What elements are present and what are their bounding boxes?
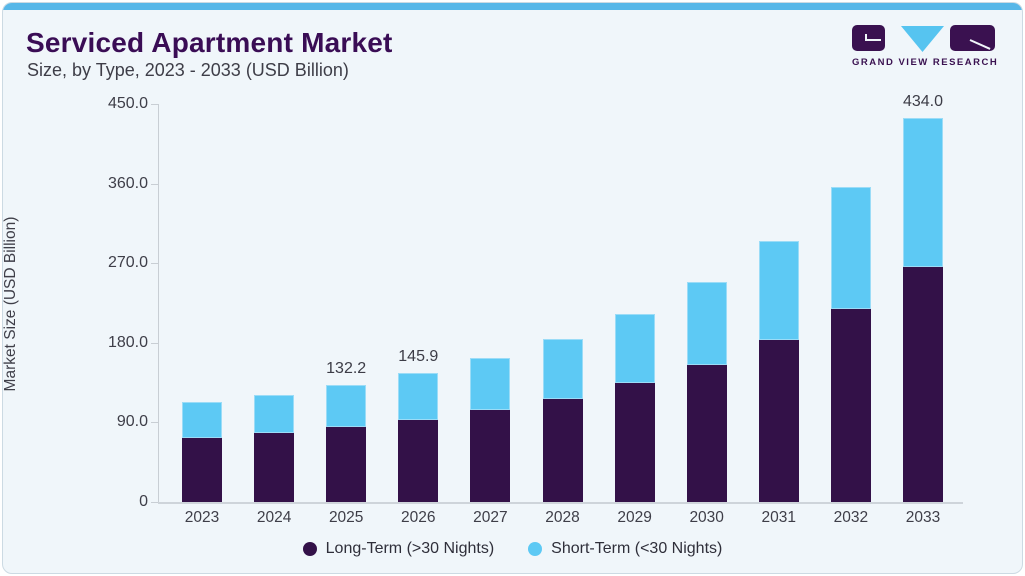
y-tick-label: 270.0 [107,254,148,272]
gvr-logo-g-stroke [865,39,881,41]
bar-segment-short-term-2023 [182,401,222,438]
short-term-legend-dot-icon [528,542,543,556]
gvr-logo-r-block [950,25,995,51]
gvr-logo-r-stroke [969,39,991,50]
x-axis-label-2030: 2030 [689,509,724,526]
bar-segment-short-term-2030 [686,281,727,366]
gvr-logo-g-stroke-tick [865,34,867,41]
bar-segment-long-term-2026 [398,419,439,502]
bar-total-label-2025: 132.2 [326,360,367,378]
legend-item-long-term: Long-Term (>30 Nights) [302,540,495,558]
bar-segment-long-term-2033 [903,267,943,502]
bar-segment-long-term-2027 [470,410,511,502]
bar-total-label-2033: 434.0 [902,93,944,111]
bar-segment-short-term-2026 [398,372,439,420]
bar-segment-long-term-2025 [326,427,367,502]
y-tick-label: 450.0 [107,95,148,112]
x-axis-label-2027: 2027 [473,509,508,526]
x-axis-label-2031: 2031 [761,509,797,526]
y-axis-title: Market Size (USD Billion) [2,216,19,392]
long-term-legend-dot-icon [302,542,317,556]
y-tick-label: 90.0 [116,413,148,431]
x-axis-label-2029: 2029 [617,509,652,526]
x-axis-label-2026: 2026 [401,509,436,526]
page-title: Serviced Apartment Market [26,27,393,58]
bar-segment-short-term-2032 [830,187,871,309]
bar-segment-long-term-2032 [830,308,871,502]
x-axis-label-2023: 2023 [184,509,220,526]
x-axis-line [158,502,963,504]
top-accent-bar [3,3,1022,10]
y-axis-tick [151,422,158,424]
bar-segment-long-term-2023 [182,437,222,502]
chart-legend: Long-Term (>30 Nights) Short-Term (<30 N… [3,540,1022,558]
x-axis-label-2024: 2024 [256,509,292,526]
bar-segment-short-term-2029 [614,313,655,384]
x-axis-label-2028: 2028 [545,509,580,526]
bar-segment-long-term-2028 [542,398,583,502]
gvr-logo-wordmark: GRAND VIEW RESEARCH [852,57,999,68]
x-axis-label-2025: 2025 [328,509,364,526]
bar-segment-short-term-2031 [758,241,799,341]
y-axis-tick [151,104,158,105]
y-axis-tick [151,183,158,185]
bar-segment-long-term-2030 [686,365,727,502]
y-tick-label: 0 [139,493,148,510]
page-subtitle: Size, by Type, 2023 - 2033 (USD Billion) [27,60,349,80]
x-axis-label-2033: 2033 [905,509,941,526]
y-tick-label: 360.0 [107,174,148,192]
bar-segment-short-term-2024 [254,395,295,434]
bar-segment-long-term-2024 [254,433,295,502]
legend-label-long-term: Long-Term (>30 Nights) [325,540,495,557]
bar-segment-long-term-2029 [614,383,655,502]
x-axis-label-2032: 2032 [833,509,869,526]
y-tick-label: 180.0 [107,333,148,351]
y-axis-tick [151,263,158,265]
gvr-logo-mark [852,25,996,52]
gvr-logo-g-block [852,25,885,51]
y-axis-tick [151,342,158,344]
bar-segment-short-term-2033 [903,118,943,268]
legend-item-short-term: Short-Term (<30 Nights) [528,540,722,558]
gvr-logo-v-triangle-icon [901,26,944,52]
y-axis-line [158,104,159,502]
grand-view-research-logo: GRAND VIEW RESEARCH [852,25,999,69]
bar-segment-short-term-2028 [542,338,583,399]
bar-segment-short-term-2025 [326,385,367,428]
legend-label-short-term: Short-Term (<30 Nights) [551,540,723,557]
bar-total-label-2026: 145.9 [398,347,439,365]
bar-segment-short-term-2027 [470,358,511,411]
bar-segment-long-term-2031 [758,340,799,502]
y-axis-tick [151,502,158,503]
